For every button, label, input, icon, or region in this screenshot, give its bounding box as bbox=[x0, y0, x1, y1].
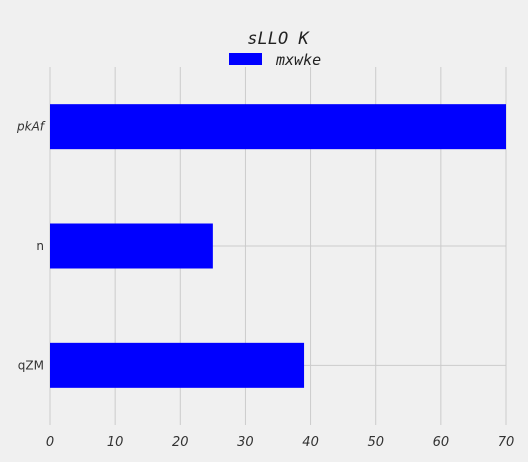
x-axis-ticks: 0 10 20 30 40 50 60 70 bbox=[46, 435, 514, 450]
x-tick-label: 50 bbox=[367, 435, 384, 450]
y-tick-label: pkAf bbox=[16, 120, 46, 134]
x-tick-label: 40 bbox=[302, 435, 319, 450]
bar-pkAf bbox=[50, 104, 506, 150]
y-tick-label: n bbox=[36, 239, 44, 253]
y-tick-label: qZM bbox=[18, 358, 44, 372]
y-axis-ticks: pkAf n qZM bbox=[16, 120, 46, 373]
legend-label: mxwke bbox=[275, 51, 321, 69]
x-tick-label: 0 bbox=[46, 435, 54, 450]
bars bbox=[50, 104, 506, 388]
legend-swatch bbox=[229, 53, 262, 65]
bar-qZM bbox=[50, 342, 305, 388]
x-tick-label: 60 bbox=[433, 435, 450, 450]
chart-title: sLLO K bbox=[247, 29, 310, 49]
legend: mxwke bbox=[229, 51, 321, 69]
x-tick-label: 10 bbox=[107, 435, 124, 450]
x-tick-label: 20 bbox=[172, 435, 189, 450]
x-tick-label: 30 bbox=[237, 435, 254, 450]
x-tick-label: 70 bbox=[498, 435, 515, 450]
bar-n bbox=[50, 223, 213, 269]
